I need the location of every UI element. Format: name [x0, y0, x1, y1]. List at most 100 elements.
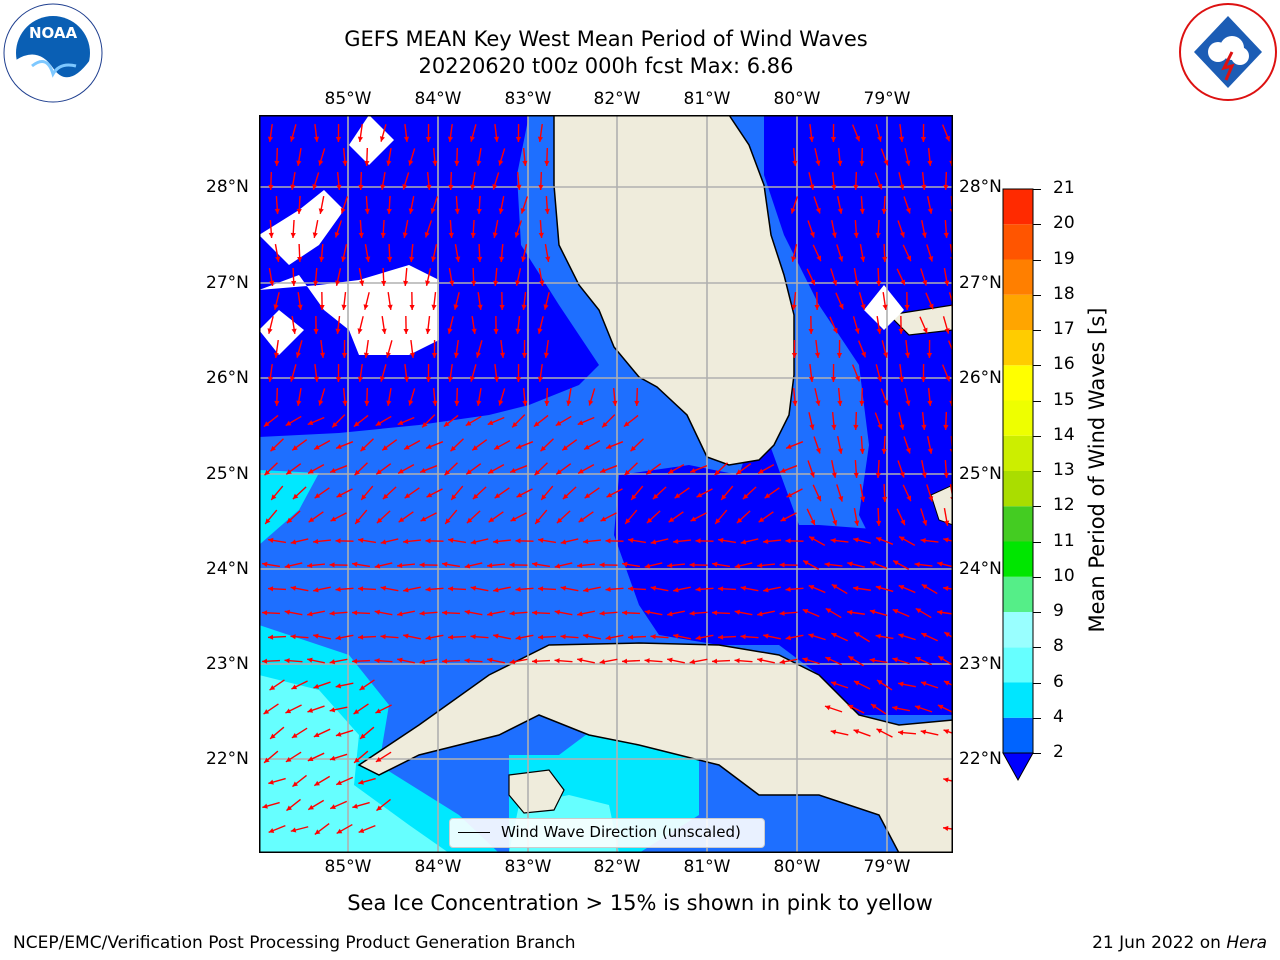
wave-direction-arrow: [537, 586, 557, 592]
wave-direction-arrow: [831, 460, 837, 478]
wave-direction-arrow: [292, 774, 307, 788]
wave-direction-arrow: [375, 415, 392, 427]
wave-direction-arrow: [421, 414, 436, 428]
wave-direction-arrow: [927, 387, 933, 407]
wave-direction-arrow: [881, 340, 889, 358]
wave-direction-arrow: [673, 586, 691, 593]
wave-direction-arrow: [830, 681, 849, 689]
wave-direction-arrow: [515, 538, 534, 544]
wave-direction-arrow: [920, 729, 939, 736]
wave-direction-arrow: [881, 435, 887, 455]
wave-direction-arrow: [403, 586, 421, 593]
wave-direction-arrow: [837, 387, 843, 407]
colorbar-tick-label: 20: [1053, 213, 1075, 234]
wave-direction-arrow: [622, 561, 640, 568]
wave-direction-arrow: [645, 463, 662, 475]
wave-direction-arrow: [560, 538, 579, 545]
wave-direction-arrow: [835, 292, 844, 310]
wave-direction-arrow: [354, 462, 368, 476]
wave-direction-arrow: [515, 586, 534, 592]
wave-direction-arrow: [499, 339, 506, 359]
wave-direction-arrow: [630, 485, 644, 501]
wave-direction-arrow: [583, 633, 601, 640]
wave-direction-arrow: [269, 679, 285, 691]
wave-direction-arrow: [538, 171, 544, 191]
wave-direction-arrow: [672, 538, 692, 545]
wave-direction-arrow: [927, 196, 933, 214]
wave-direction-arrow: [853, 411, 859, 431]
wave-direction-arrow: [307, 464, 325, 474]
wave-direction-arrow: [599, 658, 618, 665]
wave-direction-arrow: [791, 244, 798, 262]
wave-direction-arrow: [313, 440, 331, 450]
wave-direction-arrow: [296, 148, 302, 166]
wave-direction-arrow: [431, 244, 438, 262]
wave-direction-arrow: [880, 388, 889, 406]
wave-direction-arrow: [358, 824, 376, 834]
wave-direction-arrow: [307, 752, 325, 762]
wave-direction-arrow: [419, 562, 438, 568]
wave-direction-arrow: [487, 610, 505, 617]
wave-direction-arrow: [291, 727, 308, 739]
wave-direction-arrow: [836, 339, 843, 359]
wave-direction-arrow: [340, 196, 349, 214]
wave-direction-arrow: [360, 438, 374, 452]
wave-direction-arrow: [313, 363, 320, 383]
wave-direction-arrow: [898, 633, 916, 641]
wave-direction-arrow: [605, 634, 624, 641]
colorbar-extend-triangle: [1002, 752, 1034, 782]
wave-direction-arrow: [711, 610, 731, 616]
wave-direction-arrow: [851, 364, 861, 382]
wave-direction-arrow: [876, 507, 882, 527]
lat-label-left: 28°N: [206, 177, 249, 197]
wave-direction-arrow: [859, 244, 866, 262]
wave-direction-arrow: [875, 124, 883, 142]
wave-direction-arrow: [471, 439, 488, 451]
wave-direction-arrow: [514, 220, 523, 238]
wave-direction-arrow: [537, 363, 544, 383]
colorbar-tick-mark: [1033, 435, 1041, 437]
colorbar-tick-label: 6: [1053, 671, 1064, 692]
wave-direction-arrow: [261, 610, 281, 616]
deep-blue-zone-east: [764, 115, 953, 555]
wave-direction-arrow: [600, 512, 617, 522]
wave-direction-arrow: [875, 459, 881, 479]
colorbar-tick-mark: [1033, 541, 1041, 543]
wave-direction-arrow: [921, 460, 927, 478]
wave-direction-arrow: [758, 511, 774, 523]
wave-direction-arrow: [335, 586, 354, 592]
wave-direction-arrow: [740, 634, 759, 640]
wave-direction-arrow: [734, 609, 753, 616]
colorbar-tick-mark: [1033, 224, 1041, 226]
wave-direction-arrow: [903, 196, 911, 214]
wave-direction-arrow: [779, 658, 798, 665]
wave-direction-arrow: [892, 608, 910, 618]
wave-direction-arrow: [286, 798, 301, 812]
wave-direction-arrow: [376, 510, 391, 524]
wave-direction-arrow: [358, 171, 364, 191]
wave-direction-arrow: [493, 363, 500, 383]
wave-direction-arrow: [296, 195, 302, 215]
wave-direction-arrow: [335, 268, 342, 286]
wave-direction-arrow: [830, 729, 849, 736]
wave-direction-arrow: [825, 607, 842, 619]
wave-direction-arrow: [577, 610, 595, 617]
wave-direction-arrow: [904, 291, 910, 311]
wave-direction-arrow: [897, 220, 905, 238]
wave-direction-arrow: [869, 609, 888, 617]
wave-direction-arrow: [498, 196, 505, 214]
lat-label-right: 25°N: [959, 464, 1002, 484]
wave-direction-arrow: [425, 123, 432, 143]
wave-direction-arrow: [853, 680, 871, 690]
wave-direction-arrow: [735, 463, 752, 475]
wave-direction-arrow: [357, 634, 377, 640]
wave-direction-arrow: [453, 339, 460, 359]
wave-direction-arrow: [285, 704, 302, 714]
wave-direction-arrow: [363, 339, 370, 359]
andros-land: [930, 484, 953, 526]
wave-direction-arrow: [267, 634, 287, 640]
legend-line-swatch: [458, 832, 490, 833]
wave-direction-arrow: [920, 123, 927, 143]
wave-direction-arrow: [319, 243, 325, 263]
wave-direction-arrow: [612, 387, 618, 407]
